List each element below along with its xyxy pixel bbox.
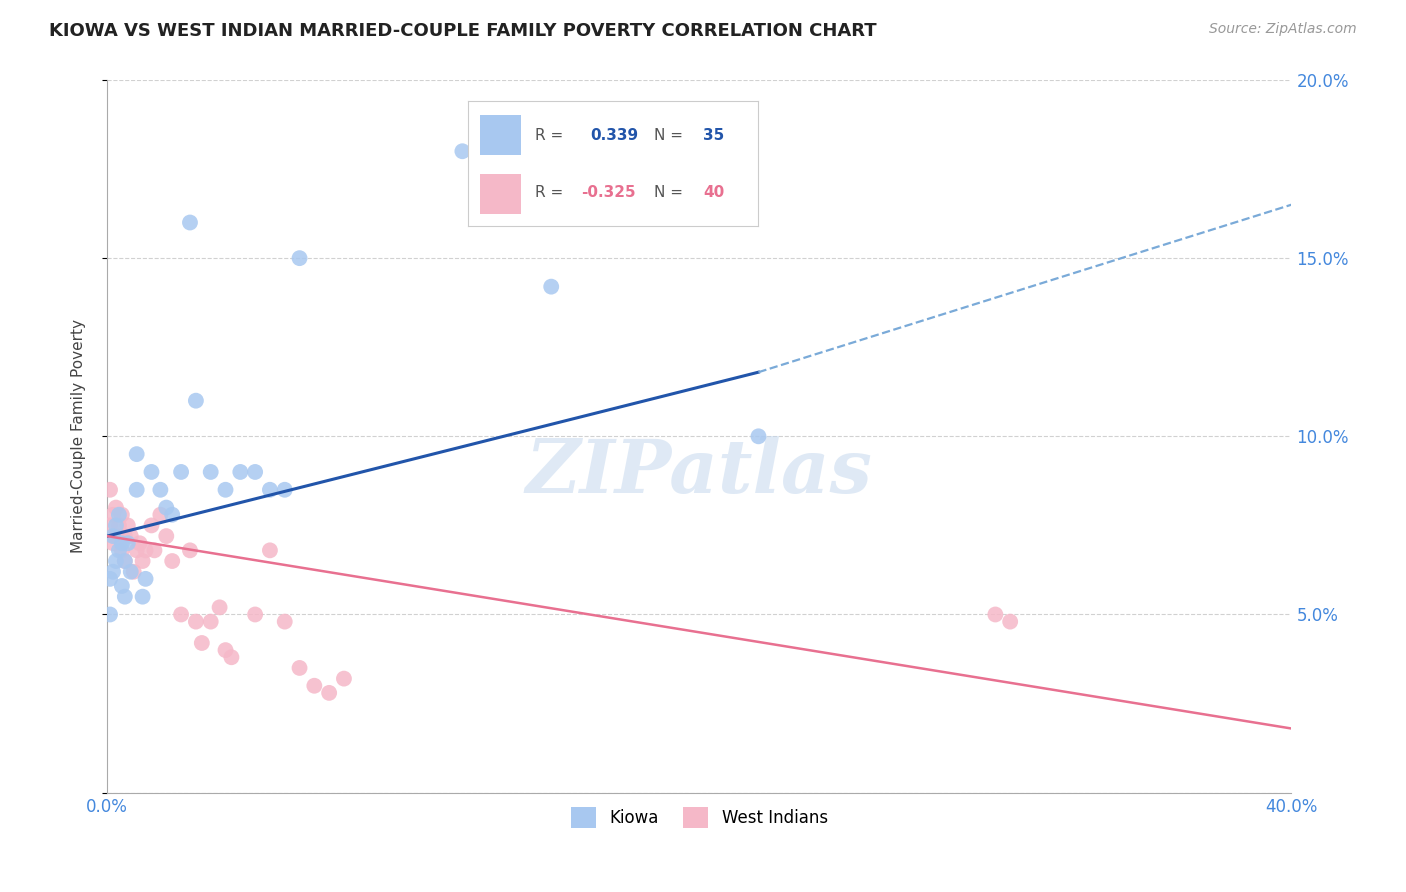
Legend: Kiowa, West Indians: Kiowa, West Indians (564, 800, 835, 834)
Point (104, 518, 127, 533)
Text: ZIPatlas: ZIPatlas (526, 435, 873, 508)
Point (155, 500, 177, 515)
Point (104, 554, 127, 568)
Point (160, 554, 183, 568)
Point (108, 543, 131, 558)
Point (98, 518, 121, 533)
Text: KIOWA VS WEST INDIAN MARRIED-COUPLE FAMILY POVERTY CORRELATION CHART: KIOWA VS WEST INDIAN MARRIED-COUPLE FAMI… (49, 22, 877, 40)
Point (125, 543, 148, 558)
Point (114, 554, 136, 568)
Point (114, 554, 136, 568)
Point (111, 508, 134, 522)
Point (155, 529, 177, 543)
Point (243, 465, 266, 479)
Point (179, 543, 201, 558)
Point (184, 393, 207, 408)
Point (104, 529, 127, 543)
Point (108, 508, 131, 522)
Point (101, 565, 124, 579)
Point (160, 508, 183, 522)
Point (149, 508, 172, 522)
Point (131, 590, 153, 604)
Point (98, 607, 121, 622)
Point (128, 536, 150, 550)
Point (135, 543, 157, 558)
Point (141, 465, 163, 479)
Point (122, 565, 145, 579)
Point (998, 615, 1021, 629)
Point (101, 508, 124, 522)
Point (184, 615, 207, 629)
Text: Source: ZipAtlas.com: Source: ZipAtlas.com (1209, 22, 1357, 37)
Point (170, 607, 193, 622)
Point (120, 565, 142, 579)
Point (229, 465, 252, 479)
Point (114, 529, 136, 543)
Point (114, 590, 136, 604)
Point (333, 672, 356, 686)
Point (243, 607, 266, 622)
Point (208, 600, 231, 615)
Point (104, 500, 127, 515)
Point (108, 518, 131, 533)
Point (125, 447, 148, 461)
Point (214, 483, 236, 497)
Point (984, 607, 1007, 622)
Point (179, 215, 201, 229)
Point (318, 686, 340, 700)
Point (111, 543, 134, 558)
Point (288, 661, 311, 675)
Point (143, 543, 166, 558)
Point (221, 650, 243, 665)
Point (111, 579, 134, 593)
Point (191, 636, 214, 650)
Point (149, 483, 172, 497)
Point (540, 279, 562, 293)
Point (274, 615, 297, 629)
Point (101, 529, 124, 543)
Point (98, 572, 121, 586)
Point (451, 145, 474, 159)
Point (120, 529, 142, 543)
Point (259, 483, 281, 497)
Point (111, 536, 134, 550)
Point (170, 465, 193, 479)
Point (98, 483, 121, 497)
Point (747, 429, 769, 443)
Point (117, 518, 139, 533)
Point (259, 543, 281, 558)
Point (141, 518, 163, 533)
Y-axis label: Married-Couple Family Poverty: Married-Couple Family Poverty (72, 319, 86, 553)
Point (274, 483, 297, 497)
Point (200, 615, 222, 629)
Point (125, 483, 148, 497)
Point (304, 679, 326, 693)
Point (131, 554, 153, 568)
Point (200, 465, 222, 479)
Point (214, 643, 236, 657)
Point (117, 536, 139, 550)
Point (288, 251, 311, 265)
Point (101, 536, 124, 550)
Point (135, 572, 157, 586)
